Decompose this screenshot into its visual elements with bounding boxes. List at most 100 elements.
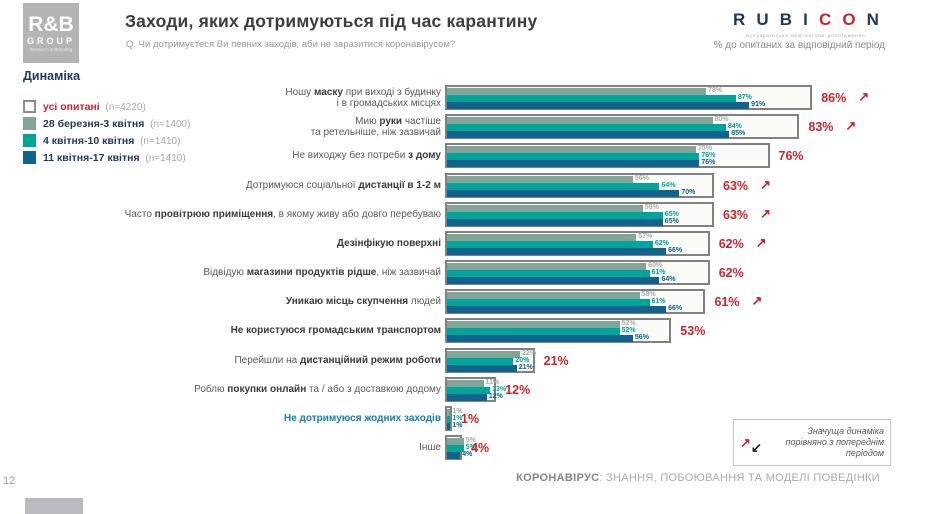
chart-row: Дотримуюся соціальної дистанції в 1-2 м 5… bbox=[0, 172, 935, 201]
bar-value-label: 12% bbox=[488, 392, 503, 400]
category-label: Дотримуюся соціальної дистанції в 1-2 м bbox=[245, 179, 441, 191]
page-number: 12 bbox=[3, 475, 16, 487]
legend-item-n: (n=1410) bbox=[142, 152, 186, 164]
total-box: 1% 1% 1% bbox=[445, 405, 462, 431]
bar-value-label: 4% bbox=[462, 451, 473, 459]
page-title: Заходи, яких дотримуються під час карант… bbox=[125, 11, 538, 31]
significance-arrows: ↗ ↙ bbox=[740, 423, 766, 462]
total-label: 86% bbox=[821, 91, 847, 105]
chart-row: Відвідую магазини продуктів рідше, ніж з… bbox=[0, 259, 935, 288]
logo-sub-text: Research & Branding bbox=[29, 46, 73, 52]
bar-value-label: 22% bbox=[522, 349, 537, 357]
rubicon-letter: I bbox=[803, 10, 808, 29]
bar-wave2 bbox=[447, 357, 514, 365]
bar-value-label: 78% bbox=[707, 87, 722, 94]
legend: усі опитані (n=4220) 28 березня-3 квітня … bbox=[23, 98, 190, 166]
bar-wave2 bbox=[447, 445, 464, 453]
bar-value-label: 76% bbox=[701, 159, 716, 167]
bar-value-label: 62% bbox=[654, 239, 669, 247]
bar-wave1 bbox=[447, 263, 647, 271]
total-label: 62% bbox=[718, 266, 744, 281]
bar-wave1 bbox=[447, 146, 696, 154]
bar-wave3 bbox=[447, 364, 517, 372]
legend-item-n: (n=1410) bbox=[137, 135, 181, 147]
rubicon-letter: C bbox=[818, 10, 832, 29]
trend-up-icon: ↗ bbox=[858, 89, 870, 104]
bar-value-label: 85% bbox=[731, 130, 746, 138]
bar-wave2 bbox=[447, 328, 620, 336]
bar-wave1 bbox=[447, 292, 640, 300]
logo-group-text: GROUP bbox=[26, 35, 75, 46]
rubicon-letter: B bbox=[779, 10, 793, 29]
bar-value-label: 75% bbox=[698, 145, 713, 153]
bar-wave3 bbox=[447, 393, 487, 401]
trend-up-icon: ↗ bbox=[740, 435, 751, 450]
bar-wave1 bbox=[447, 408, 451, 416]
bar-value-label: 66% bbox=[668, 246, 683, 254]
bar-value-label: 11% bbox=[485, 378, 500, 386]
category-label: Не дотримуюся жодних заходів bbox=[284, 412, 441, 424]
legend-item-label: усі опитані (n=4220) bbox=[43, 100, 146, 113]
rubicon-letter: O bbox=[842, 10, 856, 29]
category-label: Відвідую магазини продуктів рідше, ніж з… bbox=[203, 267, 441, 279]
total-box: 60% 61% 64% bbox=[445, 260, 710, 286]
bar-wave2 bbox=[447, 124, 726, 132]
bar-value-label: 60% bbox=[648, 262, 663, 270]
bar-wave3 bbox=[447, 277, 660, 285]
legend-title: Динаміка bbox=[23, 69, 81, 83]
bar-value-label: 61% bbox=[651, 269, 666, 277]
chart-row: Не користуюся громадським транспортом 52%… bbox=[0, 317, 935, 346]
bar-wave1 bbox=[447, 438, 464, 446]
total-box: 52% 52% 56% bbox=[445, 318, 672, 344]
total-label: 61% bbox=[714, 295, 740, 310]
bar-value-label: 1% bbox=[452, 414, 463, 422]
bar-wave3 bbox=[447, 160, 700, 168]
bar-value-label: 58% bbox=[641, 291, 656, 299]
bar-wave3 bbox=[447, 102, 750, 109]
bar-wave1 bbox=[447, 233, 637, 241]
bar-value-label: 52% bbox=[621, 327, 636, 335]
footer-title: КОРОНАВІРУС: ЗНАННЯ, ПОБОЮВАННЯ ТА МОДЕЛ… bbox=[516, 472, 880, 484]
legend-swatch bbox=[23, 134, 36, 147]
chart-row: Не виходжу без потреби з дому 75% 76% 76% 76… bbox=[0, 142, 935, 171]
trend-up-icon: ↗ bbox=[760, 176, 771, 192]
chart-row: Дезінфікую поверхні 57% 62% 66% 62% ↗ bbox=[0, 230, 935, 259]
total-box: 5% 5% 4% bbox=[445, 435, 476, 461]
chart-row: Ношу маску при виході з будинку і в грома… bbox=[0, 84, 935, 113]
category-label: Перейшли на дистанційний режим роботи bbox=[234, 354, 441, 366]
chart-row: Інше 5% 5% 4% 4% bbox=[0, 434, 935, 463]
legend-item-label: 4 квітня-10 квітня (n=1410) bbox=[43, 134, 181, 147]
bar-value-label: 66% bbox=[668, 305, 683, 313]
trend-down-icon: ↙ bbox=[751, 440, 762, 455]
chart-row: Роблю покупки онлайн та / або з доставко… bbox=[0, 376, 935, 405]
bar-wave2 bbox=[447, 415, 451, 423]
bar-wave3 bbox=[447, 422, 451, 430]
total-label: 12% bbox=[505, 382, 531, 397]
bar-wave2 bbox=[447, 386, 491, 394]
bar-value-label: 21% bbox=[518, 363, 533, 371]
total-box: 22% 20% 21% bbox=[445, 347, 537, 373]
survey-question: Q. Чи дотримуєтеся Ви певних заходів, аб… bbox=[126, 39, 456, 50]
bar-value-label: 1% bbox=[452, 407, 463, 415]
legend-item: 11 квітня-17 квітня (n=1410) bbox=[23, 149, 190, 166]
significance-text: Значуща динаміка порівняно з попереднім … bbox=[785, 426, 885, 458]
total-label: 63% bbox=[723, 178, 749, 193]
bar-wave2 bbox=[447, 270, 650, 278]
footer-title-rest: : ЗНАННЯ, ПОБОЮВАННЯ ТА МОДЕЛІ ПОВЕДІНКИ bbox=[599, 472, 880, 484]
legend-swatch bbox=[23, 100, 36, 113]
total-label: 76% bbox=[778, 149, 804, 164]
bar-value-label: 57% bbox=[638, 232, 653, 240]
chart-row: Не дотримуюся жодних заходів 1% 1% 1% 1% bbox=[0, 405, 935, 434]
legend-swatch bbox=[23, 151, 36, 164]
total-box: 58% 61% 66% bbox=[445, 289, 706, 315]
bar-wave3 bbox=[447, 306, 667, 314]
total-label: 62% bbox=[718, 236, 744, 251]
bar-wave3 bbox=[447, 247, 667, 255]
bar-wave3 bbox=[447, 189, 680, 197]
bar-value-label: 56% bbox=[634, 334, 649, 342]
bar-value-label: 1% bbox=[452, 421, 463, 429]
bar-value-label: 91% bbox=[751, 101, 766, 108]
significance-note: ↗ ↙ Значуща динаміка порівняно з поперед… bbox=[733, 419, 891, 466]
